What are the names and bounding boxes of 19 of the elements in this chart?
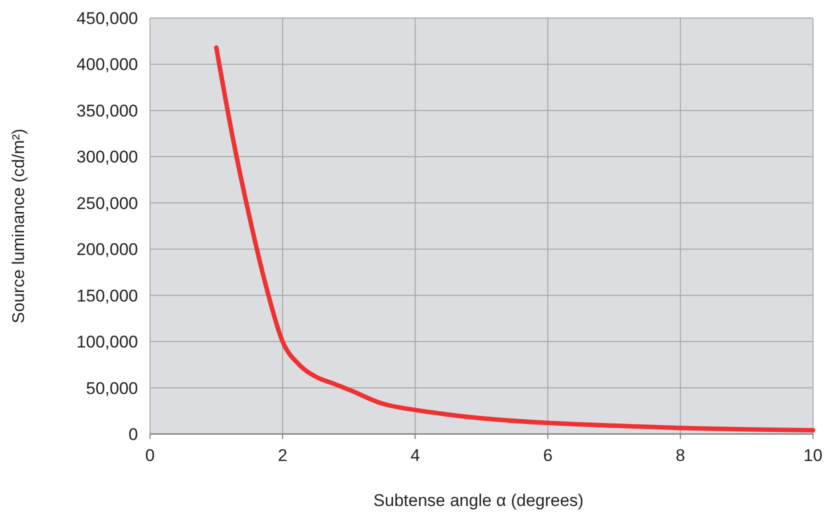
y-tick-label: 100,000	[76, 332, 138, 352]
y-tick-label: 300,000	[76, 148, 138, 167]
x-tick-label: 6	[543, 446, 553, 465]
y-tick-label: 350,000	[76, 101, 138, 120]
x-axis-title: Subtense angle α (degrees)	[373, 491, 584, 510]
line-series	[214, 45, 816, 433]
x-tick-label: 4	[410, 446, 420, 465]
y-tick-label: 50,000	[86, 378, 138, 398]
y-tick-label: 450,000	[76, 9, 138, 28]
y-tick-label: 200,000	[76, 240, 138, 260]
x-tick-label: 2	[278, 446, 288, 465]
x-tick-label: 0	[145, 446, 155, 465]
x-tick-label: 8	[676, 446, 686, 465]
y-tick-label: 250,000	[76, 194, 138, 213]
y-tick-label: 400,000	[76, 55, 138, 74]
x-tick-label: 10	[804, 446, 822, 465]
y-axis-title: Source luminance (cd/m²)	[9, 128, 28, 324]
y-tick-label: 150,000	[76, 286, 138, 306]
y-tick-label: 0	[128, 425, 138, 444]
